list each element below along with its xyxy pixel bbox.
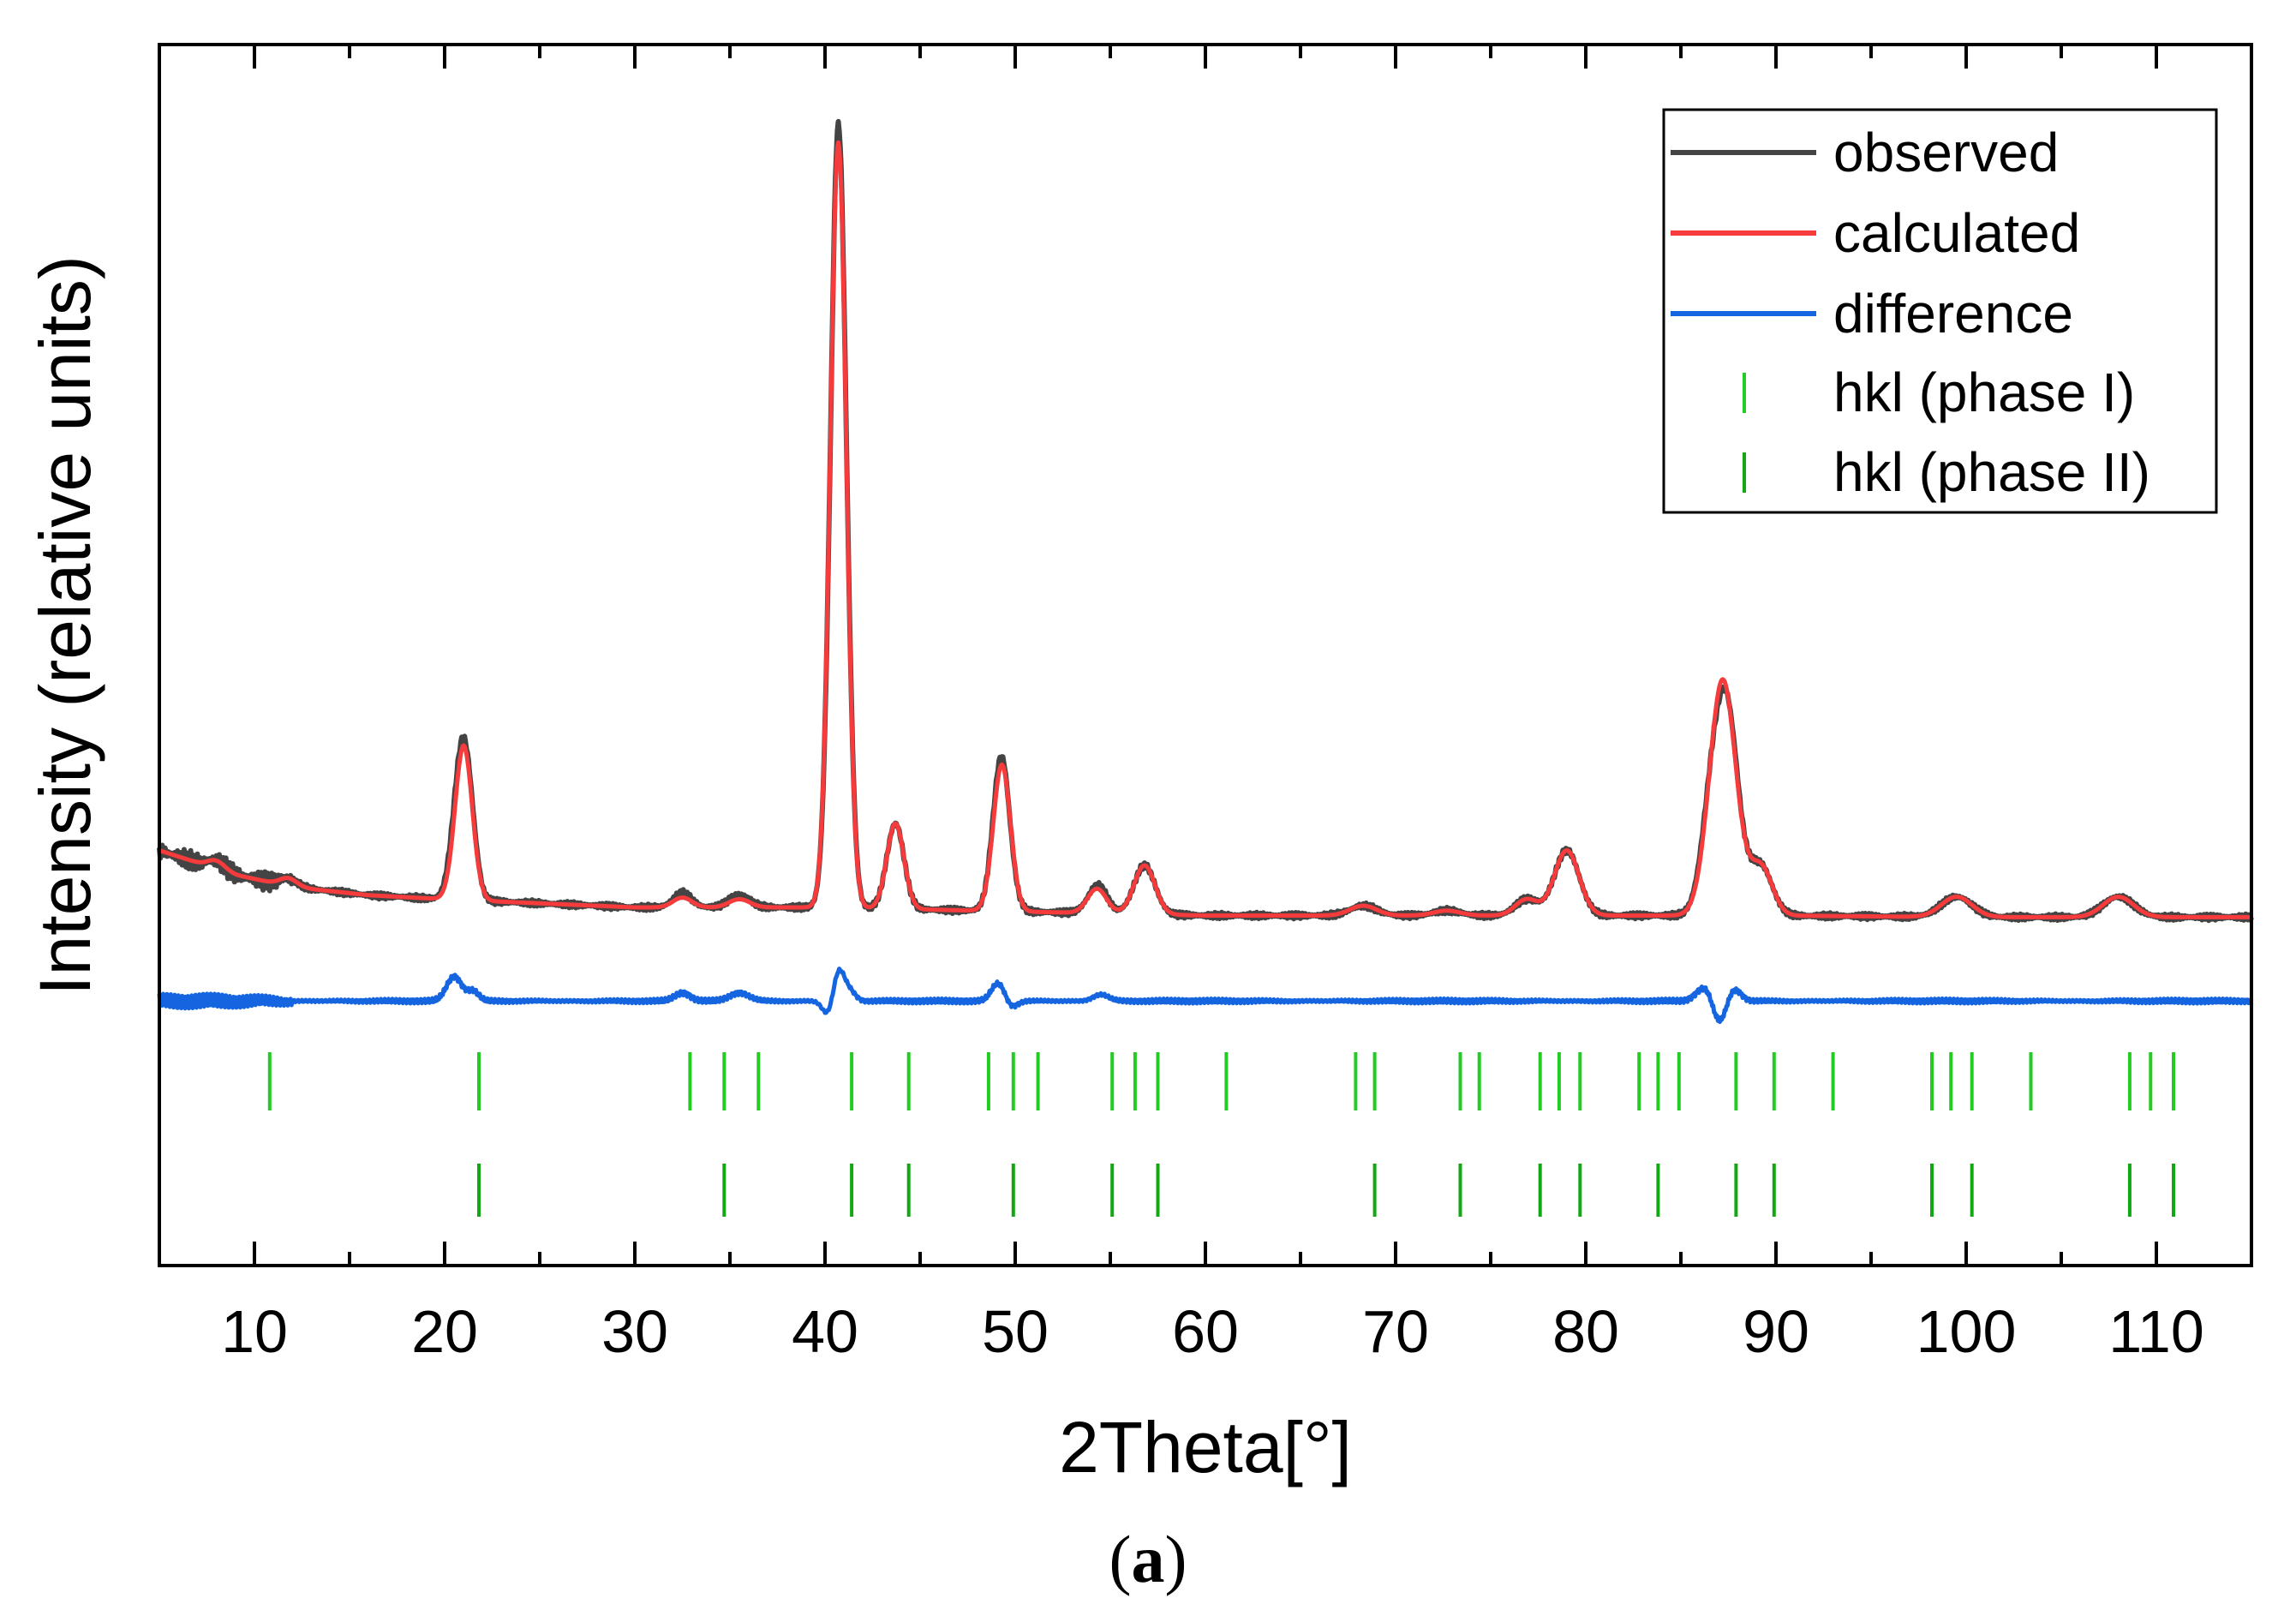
x-tick-label-20: 20 bbox=[411, 1298, 478, 1365]
calculated-series-line bbox=[158, 140, 2253, 919]
x-tick-label-40: 40 bbox=[792, 1298, 858, 1365]
legend-calculated-label: calculated bbox=[1833, 202, 2080, 264]
x-tick-label-80: 80 bbox=[1552, 1298, 1619, 1365]
hkl-markers bbox=[267, 1052, 2175, 1217]
legend-hkl-phase-i-label: hkl (phase I) bbox=[1833, 362, 2135, 423]
figure-caption: (a) bbox=[1109, 1522, 1187, 1596]
legend-observed-label: observed bbox=[1833, 122, 2059, 183]
y-axis-label: Intensity (relative units) bbox=[25, 255, 105, 996]
legend-difference-label: difference bbox=[1833, 283, 2073, 344]
x-tick-label-100: 100 bbox=[1916, 1298, 2017, 1365]
x-tick-label-30: 30 bbox=[601, 1298, 668, 1365]
x-tick-label-90: 90 bbox=[1743, 1298, 1809, 1365]
legend-box bbox=[1662, 108, 2218, 514]
x-tick-label-50: 50 bbox=[982, 1298, 1049, 1365]
difference-series-line bbox=[157, 967, 2254, 1025]
x-tick-label-70: 70 bbox=[1362, 1298, 1429, 1365]
plot-area bbox=[157, 118, 2254, 1217]
x-tick-label-110: 110 bbox=[2108, 1298, 2204, 1365]
x-axis-label: 2Theta[°] bbox=[1059, 1407, 1352, 1487]
legend-hkl-phase-ii-label: hkl (phase II) bbox=[1833, 441, 2150, 503]
x-tick-label-10: 10 bbox=[221, 1298, 288, 1365]
x-tick-label-60: 60 bbox=[1172, 1298, 1239, 1365]
legend: observed calculated difference hkl (phas… bbox=[1662, 108, 2218, 514]
x-axis-ticks: 10 20 30 40 50 60 70 80 90 100 110 bbox=[158, 45, 2253, 1365]
caption-letter: a bbox=[1131, 1522, 1165, 1596]
